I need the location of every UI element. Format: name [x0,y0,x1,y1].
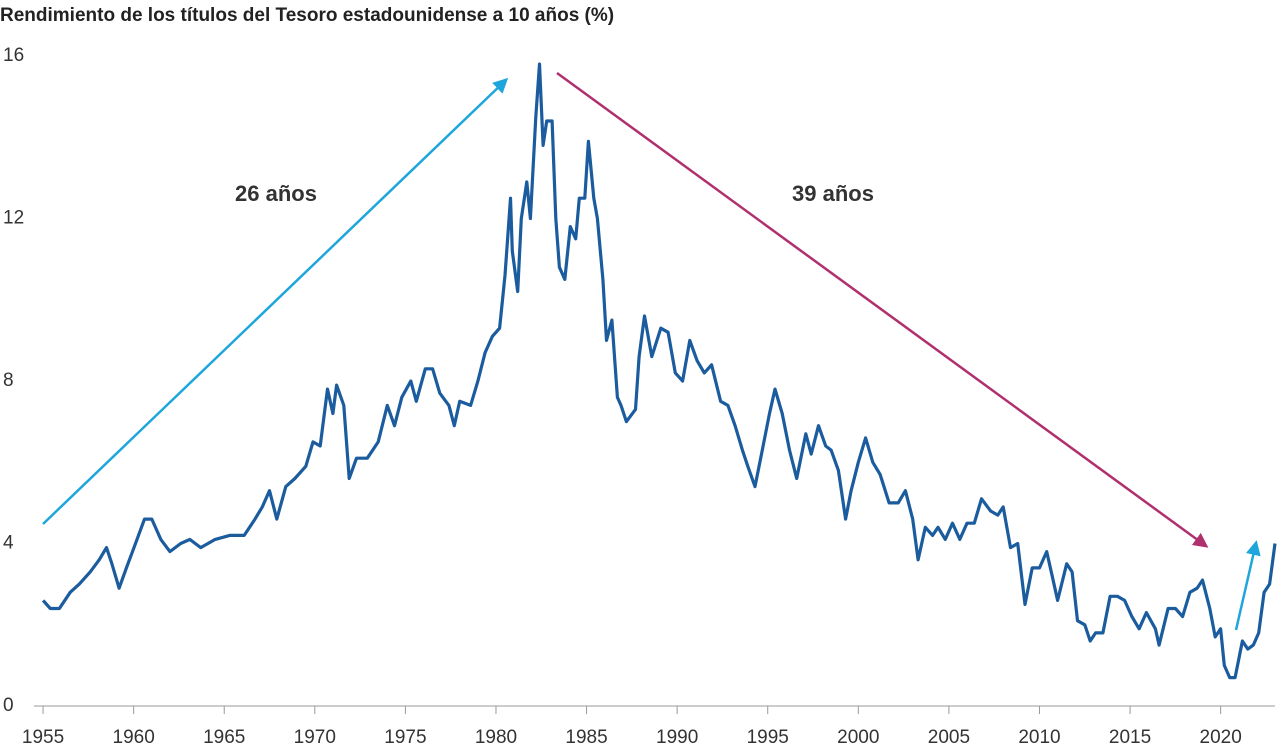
x-tick-label: 2005 [928,727,970,748]
y-tick-label: 12 [3,208,24,229]
x-tick-label: 1990 [656,727,698,748]
annotation: 26 años [235,181,317,206]
x-tick-label: 2020 [1200,727,1242,748]
y-tick-label: 8 [3,370,14,391]
x-tick-label: 2015 [1109,727,1151,748]
x-tick-label: 1980 [475,727,517,748]
x-tick-label: 1965 [203,727,245,748]
x-tick-label: 1960 [113,727,155,748]
line-series [41,62,1277,680]
x-tick-label: 1970 [294,727,336,748]
x-tick-label: 1975 [384,727,426,748]
arrow [556,71,1209,548]
arrow [42,77,509,525]
x-tick-label: 1995 [747,727,789,748]
x-tick-label: 2010 [1018,727,1060,748]
x-tick-label: 1955 [22,727,64,748]
arrow [1234,540,1261,631]
y-tick-label: 4 [3,533,14,554]
chart-title: Rendimiento de los títulos del Tesoro es… [0,5,614,26]
y-tick-label: 16 [3,45,24,66]
annotation: 39 años [792,181,874,206]
x-tick-label: 1985 [565,727,607,748]
y-tick-label: 0 [3,695,14,716]
x-tick-label: 2000 [837,727,879,748]
